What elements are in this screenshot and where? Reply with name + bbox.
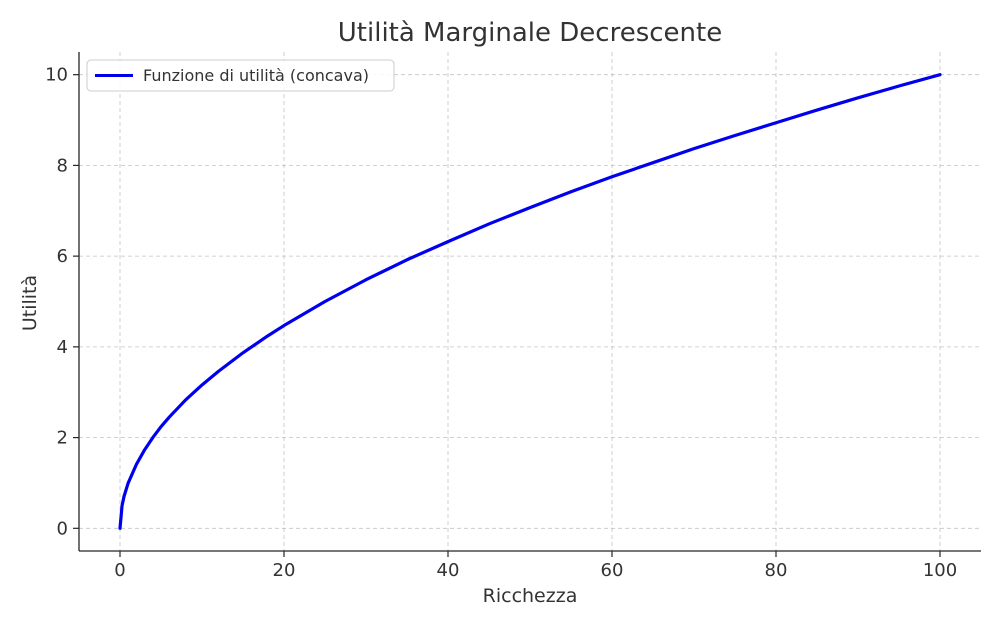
y-tick-label: 0 xyxy=(57,518,68,539)
x-tick-label: 20 xyxy=(273,560,296,581)
y-tick-label: 8 xyxy=(57,155,68,176)
legend: Funzione di utilità (concava) xyxy=(86,59,395,92)
axes xyxy=(78,52,981,552)
x-tick-label: 0 xyxy=(114,560,125,581)
x-axis-label: Ricchezza xyxy=(483,585,578,607)
y-axis-ticks: 0 2 4 6 8 10 xyxy=(45,65,79,539)
x-tick-label: 40 xyxy=(437,560,460,581)
x-tick-label: 100 xyxy=(923,560,957,581)
y-tick-label: 6 xyxy=(57,246,68,267)
grid xyxy=(79,52,981,551)
legend-box xyxy=(86,59,395,92)
series-layer xyxy=(118,73,942,530)
chart-title: Utilità Marginale Decrescente xyxy=(338,18,722,48)
y-tick-label: 4 xyxy=(57,337,68,358)
series-line-concave-utility xyxy=(118,73,942,530)
y-tick-label: 10 xyxy=(45,65,68,86)
y-axis-label: Utilità xyxy=(19,275,41,331)
y-tick-label: 2 xyxy=(57,428,68,449)
x-tick-label: 60 xyxy=(601,560,624,581)
x-axis-ticks: 0 20 40 60 80 100 xyxy=(114,551,957,581)
x-tick-label: 80 xyxy=(765,560,788,581)
legend-label-concave-utility: Funzione di utilità (concava) xyxy=(143,66,369,85)
